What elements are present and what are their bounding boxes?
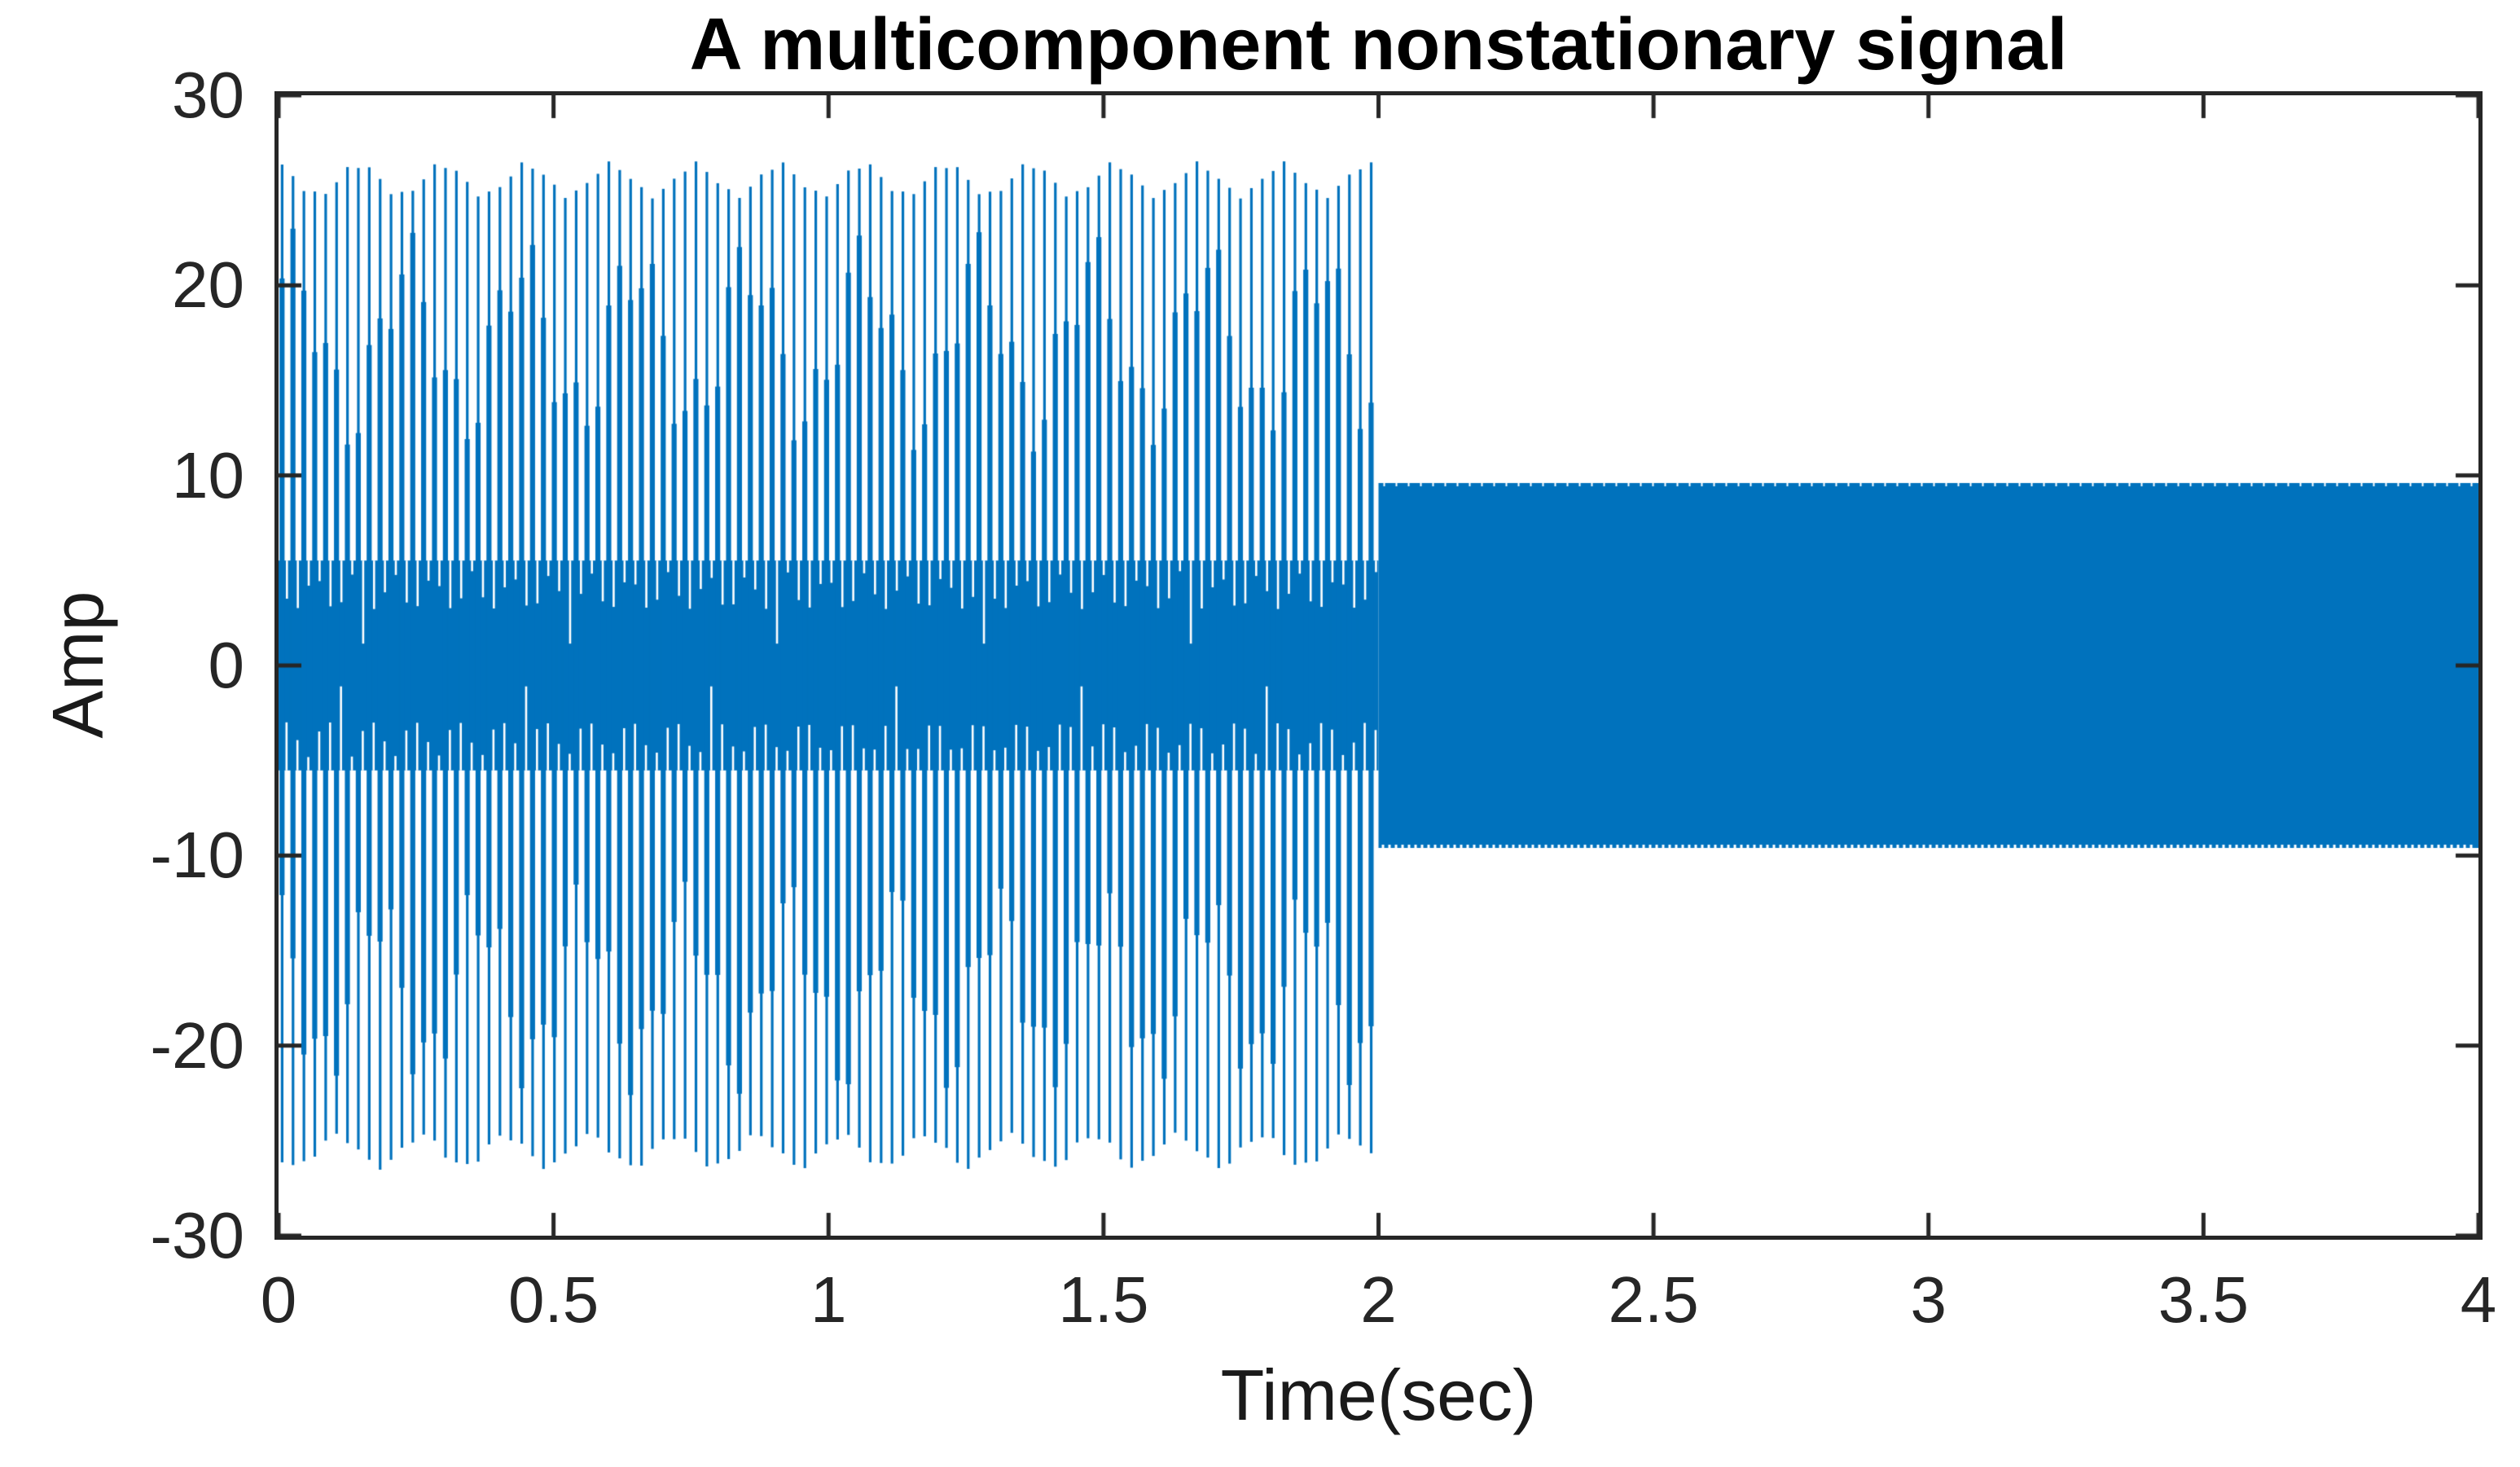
x-tick-label: 1.5 <box>1058 1263 1149 1336</box>
y-tick-label: 10 <box>172 438 244 512</box>
x-tick-label: 4 <box>2460 1263 2497 1336</box>
x-tick-label: 0 <box>260 1263 297 1336</box>
x-tick-label: 3.5 <box>2158 1263 2249 1336</box>
x-tick-label: 0.5 <box>508 1263 599 1336</box>
x-tick-label: 2.5 <box>1608 1263 1699 1336</box>
y-tick-label: -30 <box>150 1199 244 1272</box>
y-tick-label: -20 <box>150 1008 244 1082</box>
chart-title: A multicomponent nonstationary signal <box>689 4 2068 86</box>
x-axis-label: Time(sec) <box>1220 1355 1537 1435</box>
x-tick-label: 3 <box>1910 1263 1947 1336</box>
x-tick-label: 1 <box>810 1263 847 1336</box>
y-tick-label: 20 <box>172 248 244 322</box>
y-tick-label: -10 <box>150 819 244 892</box>
y-tick-label: 30 <box>172 59 244 131</box>
signal-waveform-canvas <box>279 95 2478 1236</box>
y-axis-label: Amp <box>37 591 118 739</box>
x-tick-label: 2 <box>1360 1263 1397 1336</box>
